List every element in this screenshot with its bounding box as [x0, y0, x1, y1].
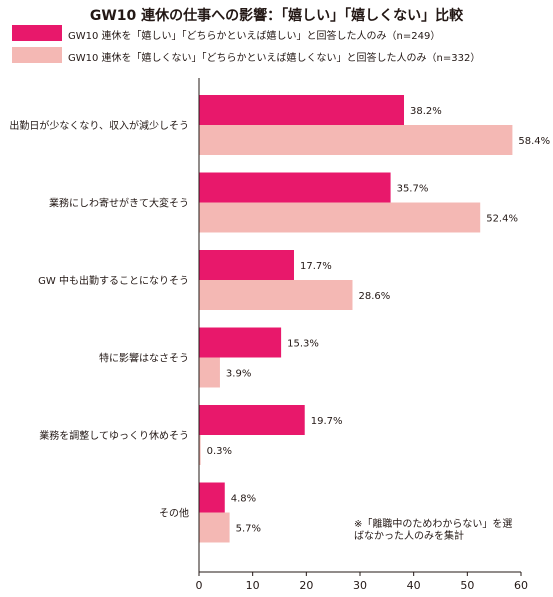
x-tick-label-50: 50 — [460, 579, 474, 592]
x-tick-label-10: 10 — [246, 579, 260, 592]
data-label-happy-2: 17.7% — [300, 261, 332, 272]
bar-happy-3 — [199, 327, 282, 358]
data-label-unhappy-2: 28.6% — [358, 291, 390, 302]
x-tick-label-0: 0 — [196, 579, 203, 592]
x-tick-label-40: 40 — [407, 579, 421, 592]
x-tick-label-30: 30 — [353, 579, 367, 592]
legend-swatch-unhappy — [12, 47, 62, 63]
bar-unhappy-0 — [199, 125, 513, 155]
bar-happy-1 — [199, 172, 391, 203]
chart-title: GW10 連休の仕事への影響：「嬉しい」「嬉しくない」比較 — [89, 8, 464, 24]
legend-swatch-happy — [12, 25, 62, 41]
data-label-happy-0: 38.2% — [410, 106, 442, 117]
legend-item-unhappy: GW10 連休を「嬉しくない」「どちらかといえば嬉しくない」と回答した人のみ（n… — [12, 46, 552, 64]
legend-label-unhappy: GW10 連休を「嬉しくない」「どちらかといえば嬉しくない」と回答した人のみ（n… — [68, 53, 481, 64]
bar-happy-2 — [199, 250, 294, 280]
bar-unhappy-3 — [199, 357, 220, 388]
data-label-happy-4: 19.7% — [311, 416, 343, 427]
legend: GW10 連休を「嬉しい」「どちらかといえば嬉しい」と回答した人のみ（n=249… — [12, 24, 552, 68]
bar-unhappy-4 — [199, 435, 201, 465]
data-label-happy-3: 15.3% — [287, 339, 319, 350]
data-label-unhappy-1: 52.4% — [486, 214, 518, 225]
x-tick-label-60: 60 — [514, 579, 528, 592]
bar-unhappy-2 — [199, 280, 353, 310]
category-label-3: 特に影響はなさそう — [99, 352, 189, 365]
bar-unhappy-1 — [199, 202, 481, 233]
footnote: ※「離職中のためわからない」を選ばなかった人のみを集計 — [354, 519, 513, 542]
category-label-0: 出勤日が少なくなり、収入が減少しそう — [9, 119, 189, 132]
category-label-2: GW 中も出勤することになりそう — [38, 274, 189, 287]
category-label-4: 業務を調整してゆっくり休めそう — [39, 429, 189, 442]
legend-item-happy: GW10 連休を「嬉しい」「どちらかといえば嬉しい」と回答した人のみ（n=249… — [12, 24, 552, 42]
category-label-1: 業務にしわ寄せがきて大変そう — [49, 197, 189, 210]
data-label-unhappy-5: 5.7% — [236, 524, 261, 535]
data-label-unhappy-3: 3.9% — [226, 369, 251, 380]
data-label-happy-5: 4.8% — [231, 494, 256, 505]
bar-unhappy-5 — [199, 512, 230, 543]
x-tick-label-20: 20 — [299, 579, 313, 592]
bar-happy-5 — [199, 482, 225, 513]
category-label-5: その他 — [159, 507, 189, 520]
bar-happy-0 — [199, 95, 405, 125]
data-label-happy-1: 35.7% — [397, 184, 429, 195]
data-label-unhappy-0: 58.4% — [518, 136, 550, 147]
data-label-unhappy-4: 0.3% — [207, 446, 232, 457]
legend-label-happy: GW10 連休を「嬉しい」「どちらかといえば嬉しい」と回答した人のみ（n=249… — [68, 31, 441, 42]
bar-happy-4 — [199, 405, 305, 435]
